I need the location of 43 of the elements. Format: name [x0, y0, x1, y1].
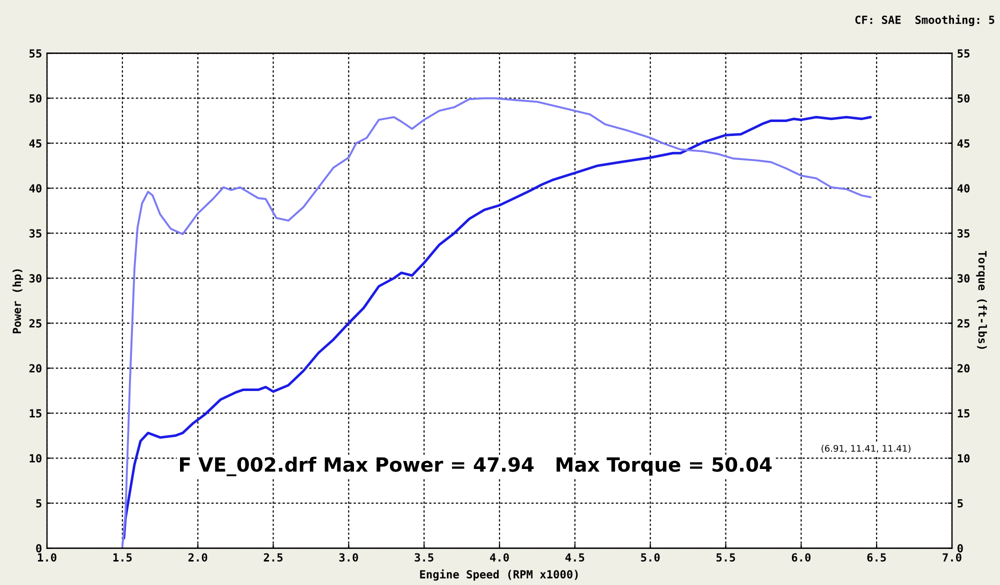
y2-tick-label: 0: [958, 544, 963, 553]
x-tick-label: 6.0: [792, 553, 811, 562]
y2-tick-label: 10: [958, 454, 970, 463]
y2-tick-label: 40: [957, 184, 970, 193]
y2-tick-label: 30: [958, 274, 970, 283]
y-tick-label: 35: [29, 229, 42, 238]
text: CF: SAE Smoothing: 5: [855, 14, 994, 26]
y-tick-label: 50: [30, 94, 42, 103]
y-tick-label: 20: [29, 364, 42, 373]
x-tick-label: 2.0: [188, 553, 208, 562]
y2-tick-label: 20: [957, 364, 970, 373]
x-tick-label: 4.0: [490, 553, 509, 562]
annotation: F VE_002.drf Max Power = 47.94 Max Torque = 50.04: [180, 456, 772, 476]
x-tick-label: 1.5: [113, 553, 132, 562]
y-tick-label: 5: [36, 499, 42, 508]
y-tick-label: 30: [29, 274, 42, 283]
y2-tick-label: 25: [957, 319, 970, 328]
y-tick-label: 40: [29, 184, 42, 193]
y-tick-label: 25: [29, 319, 42, 328]
y-tick-label: 15: [30, 409, 42, 418]
x-tick-label: 3.5: [414, 553, 434, 562]
x-tick-label: 4.5: [565, 553, 584, 562]
x-axis-title: Engine Speed (RPM x1000): [420, 569, 578, 581]
y2-tick-label: 5: [958, 499, 963, 508]
y2-tick-label: 35: [958, 229, 970, 238]
x-tick-label: 2.5: [264, 553, 283, 562]
y2-axis-title: Torque (ft-lbs): [976, 251, 987, 349]
annotation: (6.91, 11.41, 11.41): [822, 444, 910, 453]
y-tick-label: 0: [36, 544, 42, 553]
x-tick-label: 6.5: [867, 553, 886, 562]
y2-tick-label: 45: [957, 139, 970, 148]
y2-tick-label: 55: [958, 49, 970, 58]
x-tick-label: 5.5: [716, 553, 736, 562]
y-tick-label: 45: [29, 139, 42, 148]
y2-tick-label: 15: [958, 409, 970, 418]
y-axis-title: Power (hp): [12, 269, 24, 334]
x-tick-label: 7.0: [942, 553, 962, 562]
y-tick-label: 55: [30, 49, 42, 58]
x-tick-label: 5.0: [641, 553, 660, 562]
x-tick-label: 3.0: [339, 553, 358, 562]
y-tick-label: 10: [30, 454, 42, 463]
y2-tick-label: 50: [958, 94, 970, 103]
x-tick-label: 1.0: [38, 553, 56, 562]
